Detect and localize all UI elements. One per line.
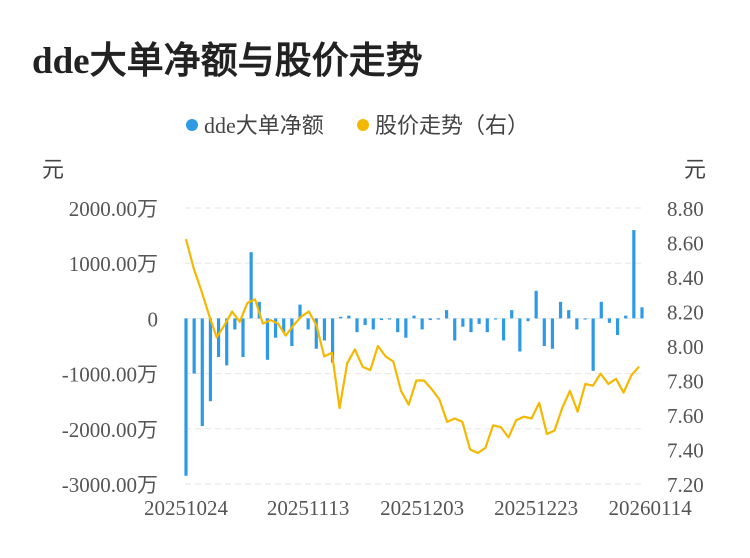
x-tick-labels: 20251024 20251113 20251203 20251223 20260114 bbox=[144, 496, 692, 520]
bar bbox=[607, 318, 612, 323]
y-left-unit-label: 元 bbox=[42, 157, 64, 182]
bar bbox=[583, 318, 587, 320]
line-series bbox=[184, 238, 640, 455]
bar bbox=[379, 318, 384, 321]
bar bbox=[567, 310, 571, 319]
bar bbox=[282, 318, 286, 333]
bar bbox=[624, 315, 628, 319]
bar bbox=[396, 318, 400, 333]
bar bbox=[461, 318, 465, 327]
bar bbox=[371, 318, 375, 330]
bar bbox=[420, 318, 424, 330]
bar bbox=[518, 318, 522, 352]
bar bbox=[355, 318, 359, 333]
bar bbox=[493, 318, 498, 320]
y-right-tick-label: 8.40 bbox=[667, 266, 704, 290]
bar bbox=[290, 318, 294, 346]
y-right-tick-label: 8.80 bbox=[667, 197, 704, 221]
bar bbox=[591, 318, 595, 371]
bar bbox=[477, 318, 481, 324]
bar bbox=[330, 318, 335, 363]
bar bbox=[249, 252, 253, 319]
bar bbox=[216, 318, 221, 358]
legend-label-bar: dde大单净额 bbox=[204, 113, 324, 138]
chart-title: dde大单净额与股价走势 bbox=[32, 41, 423, 82]
bar bbox=[208, 318, 213, 402]
legend: dde大单净额 股价走势（右） bbox=[186, 113, 529, 138]
bar bbox=[469, 318, 473, 333]
x-tick-label: 20251024 bbox=[144, 496, 229, 520]
legend-label-line: 股价走势（右） bbox=[375, 113, 529, 138]
x-tick-label: 20251223 bbox=[494, 496, 578, 520]
bar bbox=[412, 315, 416, 319]
bar bbox=[510, 310, 514, 319]
bar bbox=[453, 318, 457, 341]
y-right-tick-labels: 8.80 8.60 8.40 8.20 8.00 7.80 7.60 7.40 7.20 bbox=[667, 197, 704, 497]
bar bbox=[404, 318, 408, 338]
bar bbox=[322, 318, 327, 341]
bar bbox=[298, 304, 302, 319]
y-right-tick-label: 7.80 bbox=[667, 370, 704, 394]
bar bbox=[558, 301, 563, 319]
bar bbox=[526, 318, 530, 322]
x-tick-label: 20251203 bbox=[380, 496, 464, 520]
y-right-tick-label: 8.00 bbox=[667, 335, 704, 359]
bar bbox=[233, 318, 237, 330]
bar bbox=[599, 301, 603, 319]
bar bbox=[550, 318, 555, 349]
bar bbox=[436, 318, 441, 320]
y-left-tick-label: -1000.00万 bbox=[62, 363, 158, 387]
bar bbox=[615, 318, 620, 335]
y-left-tick-label: 0 bbox=[148, 307, 159, 331]
y-right-tick-label: 7.40 bbox=[667, 439, 704, 463]
y-left-tick-label: 1000.00万 bbox=[69, 252, 158, 276]
y-right-tick-label: 8.60 bbox=[667, 232, 704, 256]
y-left-tick-label: -3000.00万 bbox=[62, 473, 158, 497]
bar bbox=[632, 230, 636, 319]
y-right-unit-label: 元 bbox=[684, 157, 706, 182]
legend-marker-bar bbox=[186, 119, 198, 131]
bar bbox=[534, 290, 538, 319]
y-right-tick-label: 7.60 bbox=[667, 404, 704, 428]
bar bbox=[225, 318, 229, 366]
bar bbox=[314, 318, 318, 349]
bar bbox=[428, 318, 432, 321]
price-line bbox=[184, 238, 640, 455]
x-tick-label: 20260114 bbox=[609, 496, 693, 520]
y-left-tick-label: -2000.00万 bbox=[62, 418, 158, 442]
bar bbox=[339, 316, 343, 319]
bar-series bbox=[184, 230, 644, 476]
legend-marker-line bbox=[357, 119, 369, 131]
y-right-tick-label: 7.20 bbox=[667, 473, 704, 497]
bar bbox=[363, 318, 367, 326]
y-left-tick-labels: 2000.00万 1000.00万 0 -1000.00万 -2000.00万 -3000… bbox=[62, 197, 158, 497]
bar bbox=[265, 318, 270, 360]
bar bbox=[184, 318, 188, 476]
bar bbox=[306, 318, 310, 330]
bar bbox=[542, 318, 546, 346]
bar bbox=[444, 310, 449, 319]
bar bbox=[485, 318, 489, 333]
bar bbox=[241, 318, 245, 358]
bar bbox=[347, 315, 351, 319]
bar bbox=[192, 318, 196, 374]
grid-lines bbox=[185, 207, 641, 485]
bar bbox=[273, 318, 278, 338]
bar bbox=[200, 318, 204, 427]
x-tick-label: 20251113 bbox=[267, 496, 349, 520]
y-left-tick-label: 2000.00万 bbox=[69, 197, 158, 221]
bar bbox=[640, 307, 644, 319]
y-right-tick-label: 8.20 bbox=[667, 301, 704, 325]
bar bbox=[501, 318, 506, 341]
bar bbox=[387, 318, 392, 320]
bar bbox=[575, 318, 579, 330]
